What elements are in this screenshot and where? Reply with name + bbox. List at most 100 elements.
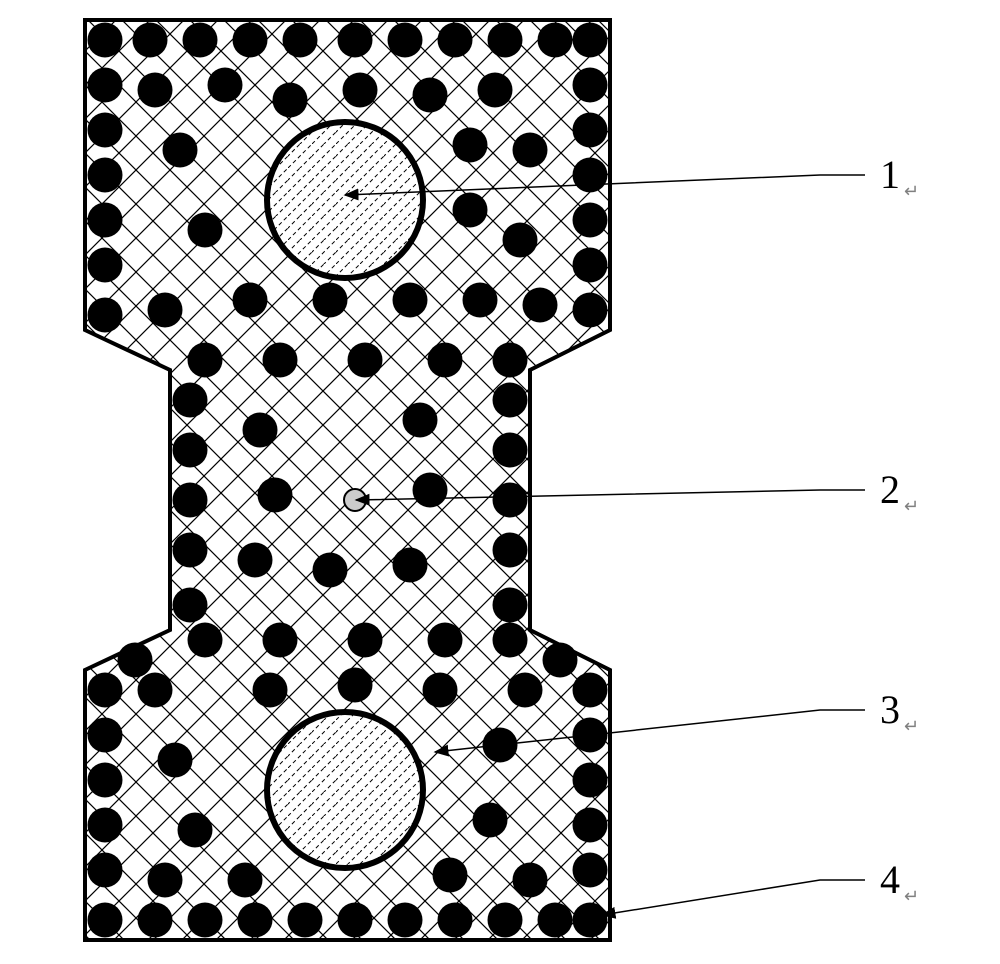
particle-dot [188,213,223,248]
particle-dot [438,903,473,938]
particle-dot [413,78,448,113]
particle-dot [238,903,273,938]
particle-dot [148,293,183,328]
particle-dot [393,548,428,583]
particle-dot [253,673,288,708]
particle-dot [178,813,213,848]
return-icon: ↵ [904,886,919,906]
particle-dot [183,23,218,58]
particle-dot [523,288,558,323]
particle-dot [173,588,208,623]
particle-dot [573,853,608,888]
particle-dot [493,588,528,623]
particle-dot [493,623,528,658]
particle-dot [138,903,173,938]
particle-dot [343,73,378,108]
callout-number: 1 [880,152,900,197]
return-icon: ↵ [904,496,919,516]
particle-dot [338,23,373,58]
particle-dot [488,23,523,58]
particle-dot [88,23,123,58]
particle-dot [388,903,423,938]
particle-dot [88,68,123,103]
particle-dot [513,863,548,898]
particle-dot [478,73,513,108]
particle-dot [573,203,608,238]
particle-dot [233,283,268,318]
particle-dot [288,903,323,938]
return-icon: ↵ [904,181,919,201]
particle-dot [493,533,528,568]
particle-dot [188,343,223,378]
callout-number: 2 [880,467,900,512]
particle-dot [263,623,298,658]
particle-dot [138,73,173,108]
particle-dot [493,483,528,518]
particle-dot [88,158,123,193]
particle-dot [283,23,318,58]
particle-dot [428,343,463,378]
particle-dot [493,343,528,378]
particle-dot [453,128,488,163]
particle-dot [573,293,608,328]
particle-dot [228,863,263,898]
particle-dot [173,533,208,568]
particle-dot [88,763,123,798]
particle-dot [338,668,373,703]
particle-dot [388,23,423,58]
callout-label-2: 2↵ [880,466,919,517]
particle-dot [493,383,528,418]
particle-dot [573,113,608,148]
big-circle-1 [267,122,423,278]
particle-dot [493,433,528,468]
particle-dot [88,113,123,148]
callout-label-4: 4↵ [880,856,919,907]
particle-dot [453,193,488,228]
particle-dot [88,808,123,843]
particle-dot [473,803,508,838]
big-circle-2 [267,712,423,868]
particle-dot [513,133,548,168]
particle-dot [538,23,573,58]
particle-dot [138,673,173,708]
particle-dot [158,743,193,778]
particle-dot [263,343,298,378]
particle-dot [573,23,608,58]
particle-dot [423,673,458,708]
particle-dot [173,483,208,518]
particle-dot [88,248,123,283]
particle-dot [88,673,123,708]
particle-dot [428,623,463,658]
particle-dot [208,68,243,103]
particle-dot [543,643,578,678]
diagram-canvas [0,0,1000,964]
particle-dot [188,623,223,658]
particle-dot [413,473,448,508]
particle-dot [508,673,543,708]
particle-dot [88,718,123,753]
particle-dot [573,68,608,103]
return-icon: ↵ [904,716,919,736]
particle-dot [573,808,608,843]
particle-dot [88,298,123,333]
particle-dot [243,413,278,448]
particle-dot [173,433,208,468]
particle-dot [573,673,608,708]
callout-number: 3 [880,687,900,732]
particle-dot [348,343,383,378]
particle-dot [233,23,268,58]
particle-dot [313,553,348,588]
particle-dot [238,543,273,578]
particle-dot [273,83,308,118]
particle-dot [148,863,183,898]
particle-dot [173,383,208,418]
particle-dot [338,903,373,938]
particle-dot [88,203,123,238]
callout-number: 4 [880,857,900,902]
particle-dot [88,903,123,938]
particle-dot [133,23,168,58]
particle-dot [258,478,293,513]
particle-dot [313,283,348,318]
particle-dot [433,858,468,893]
particle-dot [573,248,608,283]
